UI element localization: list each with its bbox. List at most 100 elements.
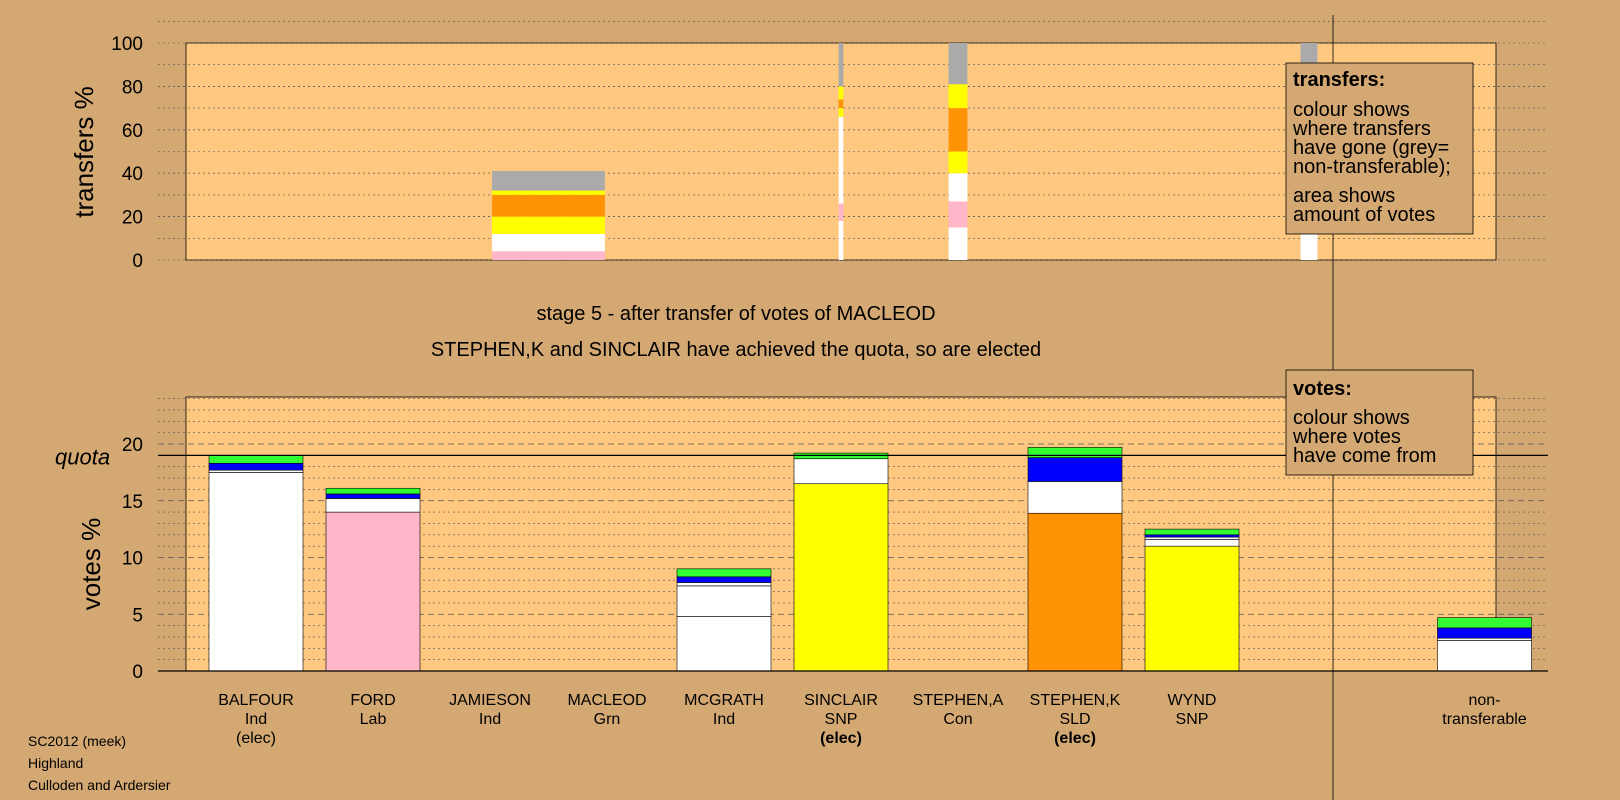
transfers-segment: [948, 151, 968, 174]
transfers-segment: [838, 43, 844, 87]
candidate-name: FORD: [350, 692, 395, 709]
votes-legend-line: colour shows: [1293, 407, 1410, 429]
transfers-y-tick-label: 80: [122, 77, 143, 98]
transfers-legend-line: where transfers: [1292, 118, 1431, 140]
votes-y-tick-label: 20: [122, 435, 143, 456]
votes-y-tick-label: 10: [122, 549, 143, 570]
votes-segment: [1144, 539, 1240, 547]
transfers-y-tick-label: 100: [111, 34, 143, 55]
votes-segment: [1144, 528, 1240, 536]
votes-segment: [325, 487, 421, 495]
transfers-y-ticks: 0 20 40 60 80 100: [111, 34, 143, 272]
candidate-elected-note: (elec): [820, 730, 862, 747]
status-title: STEPHEN,K and SINCLAIR have achieved the…: [431, 339, 1041, 361]
votes-segment: [1027, 457, 1123, 482]
transfers-legend-line: have gone (grey=: [1293, 137, 1449, 159]
candidate-party: Ind: [713, 711, 735, 728]
votes-segment: [1027, 447, 1123, 458]
votes-segment: [676, 576, 772, 583]
candidate-name: SINCLAIR: [804, 692, 878, 709]
votes-segment: [1144, 534, 1240, 538]
votes-segment: [208, 455, 304, 464]
votes-segment: [1144, 545, 1240, 672]
transfers-y-tick-label: 40: [122, 164, 143, 185]
transfers-legend-line: amount of votes: [1293, 204, 1435, 226]
footer-council: Highland: [28, 755, 83, 771]
votes-segment: [1437, 627, 1532, 639]
votes-segment: [1027, 481, 1123, 514]
votes-y-tick-label: 5: [132, 605, 143, 626]
transfers-segment: [492, 216, 605, 234]
transfers-legend-line: area shows: [1293, 185, 1395, 207]
transfers-segment: [838, 86, 844, 100]
votes-y-tick-label: 15: [122, 492, 143, 513]
votes-segment: [793, 458, 889, 485]
candidate-name: STEPHEN,K: [1030, 692, 1121, 709]
votes-segment: [1437, 637, 1532, 641]
candidate-name: WYND: [1168, 692, 1217, 709]
transfers-y-tick-label: 0: [132, 251, 143, 272]
transfers-segment: [492, 251, 605, 260]
candidate-name: BALFOUR: [218, 692, 294, 709]
transfers-segment: [948, 227, 968, 260]
transfers-legend-heading: transfers:: [1293, 69, 1385, 91]
candidate-name: MCGRATH: [684, 692, 764, 709]
transfers-segment: [838, 220, 844, 260]
candidate-labels: BALFOUR Ind (elec) FORD Lab JAMIESON Ind MACLEO…: [218, 692, 1527, 747]
transfers-legend-line: colour shows: [1293, 99, 1410, 121]
candidate-party: Grn: [594, 711, 621, 728]
transfers-y-axis-title: transfers %: [69, 86, 99, 218]
candidate-name: STEPHEN,A: [913, 692, 1004, 709]
votes-segment: [208, 472, 304, 672]
transfers-segment: [492, 233, 605, 252]
votes-segment: [325, 498, 421, 513]
votes-segment: [325, 493, 421, 499]
votes-legend-heading: votes:: [1293, 378, 1352, 400]
transfers-segment: [948, 173, 968, 202]
candidate-elected-note: (elec): [236, 730, 276, 747]
quota-label: quota: [55, 444, 110, 469]
transfers-gridlines: [158, 20, 1548, 261]
votes-segment: [793, 483, 889, 672]
transfers-legend-box: [1285, 62, 1474, 235]
votes-bars: [208, 447, 1532, 672]
transfers-segment: [838, 203, 844, 221]
transfers-legend: transfers: colour shows where transfers …: [1285, 62, 1474, 235]
candidate-party: Ind: [479, 711, 501, 728]
candidate-party: Lab: [360, 711, 387, 728]
votes-legend: votes: colour shows where votes have com…: [1285, 369, 1474, 476]
votes-segment: [325, 511, 421, 672]
transfers-segment: [1300, 231, 1318, 260]
candidate-name: JAMIESON: [449, 692, 531, 709]
transfers-segment: [838, 99, 844, 109]
votes-segment: [676, 585, 772, 617]
votes-segment: [1027, 512, 1123, 672]
votes-segment: [208, 462, 304, 471]
votes-segment: [676, 616, 772, 672]
candidate-party: SNP: [825, 711, 858, 728]
candidate-party: Con: [943, 711, 972, 728]
transfers-segment: [838, 108, 844, 117]
votes-y-ticks: 0 5 10 15 20: [122, 435, 143, 683]
candidate-name: MACLEOD: [567, 692, 646, 709]
votes-legend-line: where votes: [1292, 426, 1401, 448]
candidate-party: transferable: [1442, 711, 1527, 728]
candidate-name: non-: [1468, 692, 1500, 709]
transfers-panel: 0 20 40 60 80 100 transfers %: [69, 20, 1548, 272]
transfers-segment: [492, 194, 605, 217]
transfers-segment: [492, 171, 605, 191]
transfers-segment: [838, 116, 844, 204]
transfers-segment: [948, 84, 968, 109]
votes-legend-box: [1285, 369, 1474, 476]
votes-segment: [1437, 640, 1532, 672]
votes-legend-line: have come from: [1293, 445, 1436, 467]
votes-panel: 0 5 10 15 20 BALFOUR Ind (elec) FORD Lab JAMIESON…: [55, 396, 1548, 747]
votes-segment: [208, 469, 304, 473]
votes-segment: [1437, 617, 1532, 629]
votes-y-axis-title: votes %: [76, 518, 106, 611]
transfers-y-tick-label: 20: [122, 208, 143, 229]
transfers-segment: [492, 190, 605, 195]
votes-segment: [676, 582, 772, 587]
transfers-segment: [948, 108, 968, 152]
